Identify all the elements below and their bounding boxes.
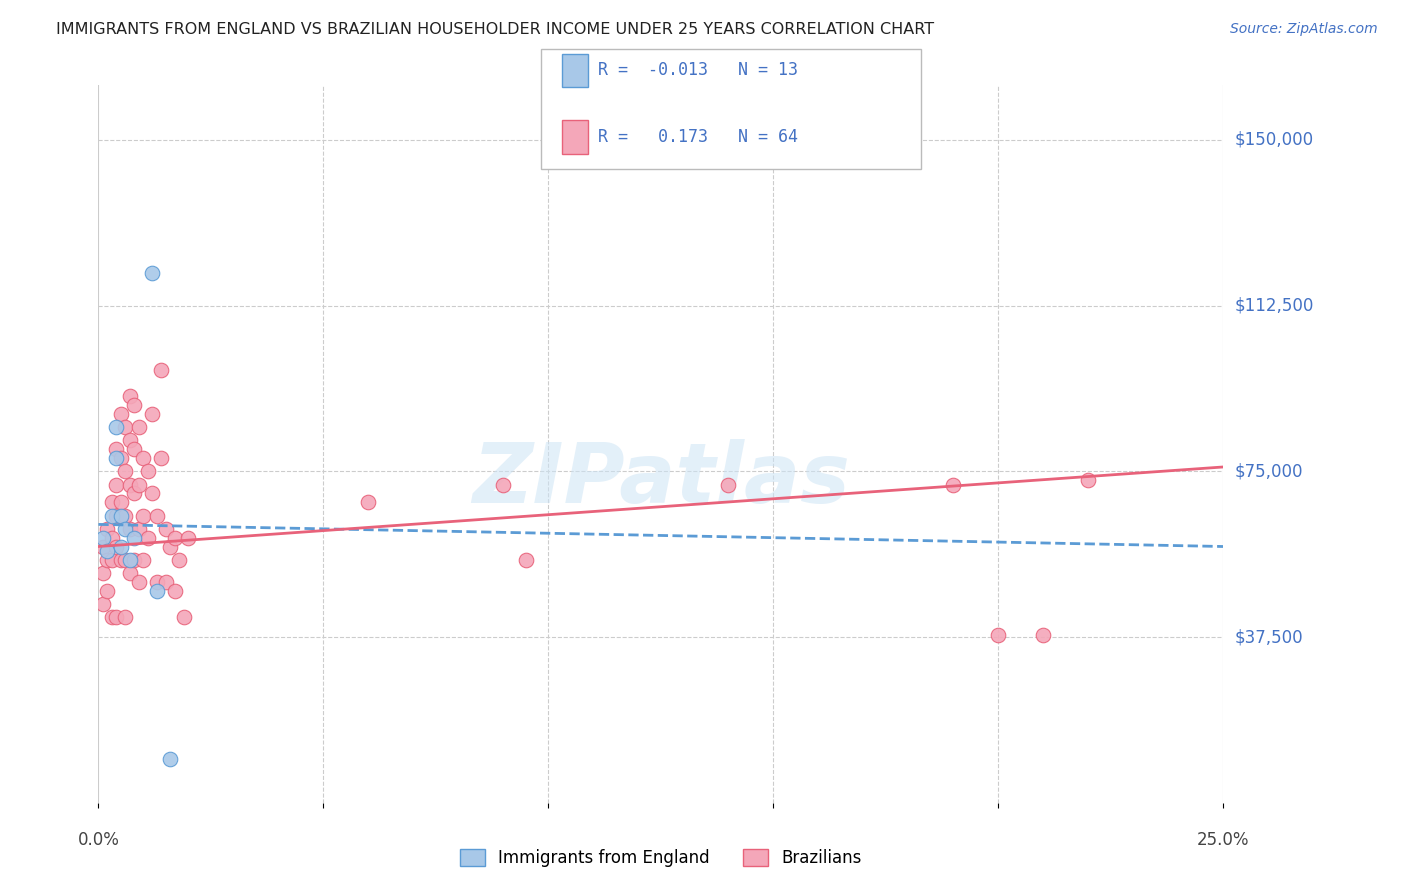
Point bbox=[159, 540, 181, 554]
Point bbox=[169, 553, 191, 567]
Point bbox=[91, 540, 114, 554]
Point bbox=[118, 434, 141, 448]
Point bbox=[173, 610, 195, 624]
Text: 25.0%: 25.0% bbox=[1197, 830, 1250, 848]
Point bbox=[101, 610, 124, 624]
Text: R =   0.173   N = 64: R = 0.173 N = 64 bbox=[598, 128, 797, 146]
Point bbox=[118, 477, 141, 491]
Point bbox=[110, 508, 132, 523]
Point bbox=[118, 522, 141, 536]
Point bbox=[124, 398, 146, 412]
Point bbox=[110, 553, 132, 567]
Point bbox=[118, 389, 141, 403]
Point bbox=[110, 451, 132, 466]
Point bbox=[118, 553, 141, 567]
Point bbox=[105, 610, 128, 624]
Point bbox=[105, 420, 128, 434]
Point bbox=[114, 464, 136, 478]
Point bbox=[105, 508, 128, 523]
Point bbox=[114, 553, 136, 567]
Point bbox=[105, 540, 128, 554]
Point bbox=[110, 495, 132, 509]
Point bbox=[717, 477, 740, 491]
Point bbox=[146, 508, 169, 523]
Point bbox=[155, 522, 177, 536]
Point bbox=[141, 407, 163, 421]
Point bbox=[124, 531, 146, 545]
Point bbox=[128, 420, 150, 434]
Point bbox=[357, 495, 380, 509]
Point bbox=[124, 486, 146, 500]
Point bbox=[128, 574, 150, 589]
Point bbox=[492, 477, 515, 491]
Point bbox=[141, 266, 163, 280]
Point bbox=[1032, 628, 1054, 642]
Point bbox=[141, 486, 163, 500]
Point bbox=[101, 531, 124, 545]
Point bbox=[155, 574, 177, 589]
Point bbox=[146, 574, 169, 589]
Text: Source: ZipAtlas.com: Source: ZipAtlas.com bbox=[1230, 22, 1378, 37]
Text: R =  -0.013   N = 13: R = -0.013 N = 13 bbox=[598, 62, 797, 79]
Point bbox=[101, 553, 124, 567]
Point bbox=[114, 522, 136, 536]
Point bbox=[146, 583, 169, 598]
Point bbox=[150, 363, 173, 377]
Point bbox=[159, 751, 181, 765]
Point bbox=[96, 553, 118, 567]
Point bbox=[118, 566, 141, 580]
Text: $112,500: $112,500 bbox=[1234, 297, 1313, 315]
Point bbox=[91, 566, 114, 580]
Point bbox=[128, 522, 150, 536]
Point bbox=[987, 628, 1010, 642]
Point bbox=[132, 451, 155, 466]
Point bbox=[105, 442, 128, 457]
Point bbox=[101, 495, 124, 509]
Point bbox=[124, 553, 146, 567]
Text: $150,000: $150,000 bbox=[1234, 131, 1313, 149]
Point bbox=[136, 531, 159, 545]
Point bbox=[101, 508, 124, 523]
Point bbox=[163, 583, 186, 598]
Point bbox=[177, 531, 200, 545]
Point bbox=[132, 508, 155, 523]
Point bbox=[114, 610, 136, 624]
Point bbox=[150, 451, 173, 466]
Point bbox=[124, 442, 146, 457]
Text: ZIPatlas: ZIPatlas bbox=[472, 439, 849, 520]
Legend: Immigrants from England, Brazilians: Immigrants from England, Brazilians bbox=[453, 842, 869, 873]
Point bbox=[128, 477, 150, 491]
Text: $75,000: $75,000 bbox=[1234, 462, 1303, 481]
Point bbox=[1077, 473, 1099, 487]
Text: IMMIGRANTS FROM ENGLAND VS BRAZILIAN HOUSEHOLDER INCOME UNDER 25 YEARS CORRELATI: IMMIGRANTS FROM ENGLAND VS BRAZILIAN HOU… bbox=[56, 22, 935, 37]
Text: 0.0%: 0.0% bbox=[77, 830, 120, 848]
Point bbox=[105, 477, 128, 491]
Point bbox=[114, 508, 136, 523]
Point bbox=[110, 540, 132, 554]
Point bbox=[515, 553, 537, 567]
Point bbox=[91, 597, 114, 611]
Point bbox=[114, 420, 136, 434]
Point bbox=[96, 544, 118, 558]
Text: $37,500: $37,500 bbox=[1234, 628, 1303, 646]
Point bbox=[105, 451, 128, 466]
Point bbox=[110, 407, 132, 421]
Point bbox=[96, 583, 118, 598]
Point bbox=[136, 464, 159, 478]
Point bbox=[163, 531, 186, 545]
Point bbox=[96, 522, 118, 536]
Point bbox=[942, 477, 965, 491]
Point bbox=[132, 553, 155, 567]
Point bbox=[91, 531, 114, 545]
